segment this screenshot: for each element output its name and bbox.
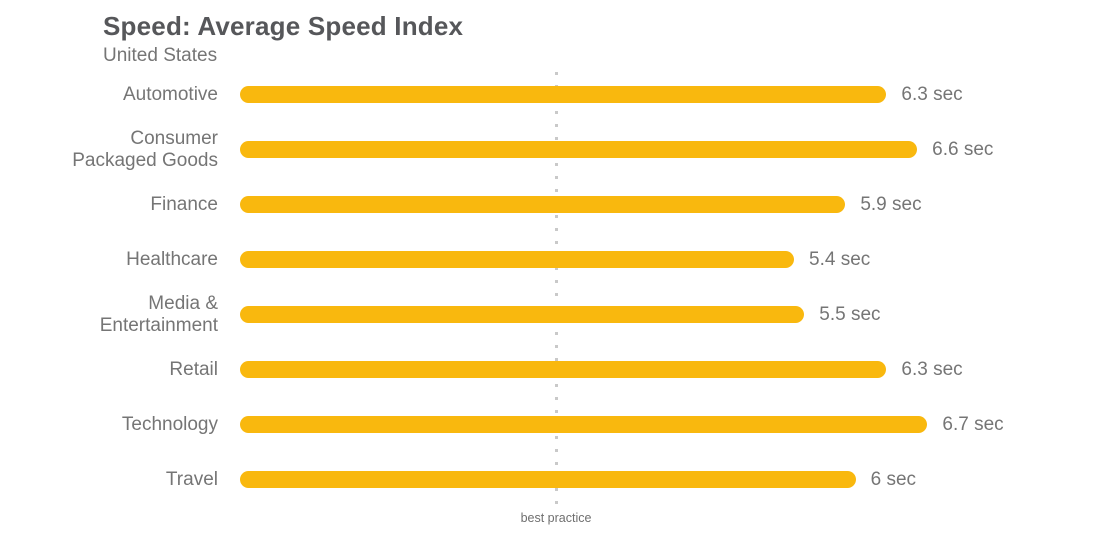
bar-row: Travel 6 sec: [0, 452, 1100, 507]
bar-row: Media & Entertainment 5.5 sec: [0, 287, 1100, 342]
chart-title: Speed: Average Speed Index: [103, 11, 464, 41]
bar: [240, 471, 856, 488]
category-label-text: Technology: [121, 413, 218, 435]
category-label-text: Media & Entertainment: [99, 292, 218, 336]
bar-row: Healthcare 5.4 sec: [0, 232, 1100, 287]
bar-row: Retail 6.3 sec: [0, 342, 1100, 397]
category-label: Media & Entertainment: [0, 293, 218, 337]
category-label-text: Automotive: [122, 83, 218, 105]
bar: [240, 361, 887, 378]
category-label-text: Retail: [169, 358, 218, 380]
category-label: Healthcare: [0, 249, 218, 271]
category-label-text: Finance: [150, 193, 218, 215]
value-label: 6.6 sec: [932, 138, 994, 160]
bar: [240, 306, 805, 323]
value-label: 5.9 sec: [860, 193, 922, 215]
category-label: Consumer Packaged Goods: [0, 128, 218, 172]
best-practice-label: best practice: [520, 511, 592, 525]
value-label: 5.4 sec: [809, 248, 871, 270]
value-label: 6.3 sec: [901, 358, 963, 380]
bar: [240, 196, 846, 213]
value-label: 5.5 sec: [819, 303, 881, 325]
bar-row: Finance 5.9 sec: [0, 177, 1100, 232]
category-label: Retail: [0, 359, 218, 381]
value-label: 6.3 sec: [901, 83, 963, 105]
bar: [240, 251, 795, 268]
bar-row: Automotive 6.3 sec: [0, 67, 1100, 122]
bar-row: Technology 6.7 sec: [0, 397, 1100, 452]
best-practice-reference-line: [555, 72, 558, 505]
bar: [240, 416, 928, 433]
category-label-text: Travel: [165, 468, 218, 490]
plot-area: Automotive 6.3 sec Consumer Packaged Goo…: [0, 67, 1100, 538]
chart-subtitle: United States: [103, 45, 218, 66]
category-label-text: Consumer Packaged Goods: [72, 127, 218, 171]
category-label: Automotive: [0, 84, 218, 106]
category-label: Technology: [0, 414, 218, 436]
value-label: 6.7 sec: [942, 413, 1004, 435]
bar: [240, 86, 887, 103]
bar-row: Consumer Packaged Goods 6.6 sec: [0, 122, 1100, 177]
bar: [240, 141, 918, 158]
category-label-text: Healthcare: [126, 248, 218, 270]
value-label: 6 sec: [870, 468, 917, 490]
bar-rows: Automotive 6.3 sec Consumer Packaged Goo…: [0, 67, 1100, 507]
category-label: Finance: [0, 194, 218, 216]
category-label: Travel: [0, 469, 218, 491]
